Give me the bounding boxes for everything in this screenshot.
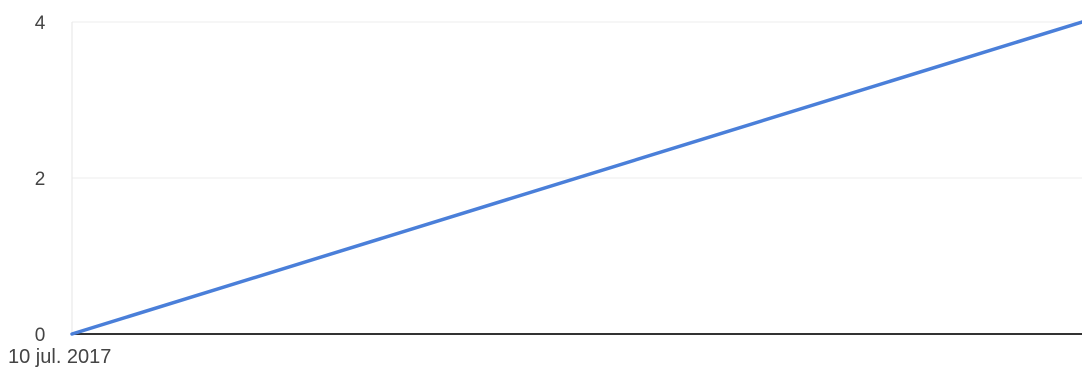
- series-line-0: [70, 20, 1082, 336]
- y-tick-label-4: 4: [35, 13, 46, 34]
- x-axis-ticks: 10 jul. 2017: [8, 346, 111, 368]
- series: [70, 20, 1082, 336]
- axes: [71, 22, 1082, 335]
- y-tick-label-0: 0: [35, 325, 46, 346]
- y-tick-label-2: 2: [35, 169, 46, 190]
- x-tick-label-0: 10 jul. 2017: [8, 346, 111, 368]
- y-axis-ticks: 0 2 4: [35, 13, 46, 346]
- grid: [72, 21, 1082, 179]
